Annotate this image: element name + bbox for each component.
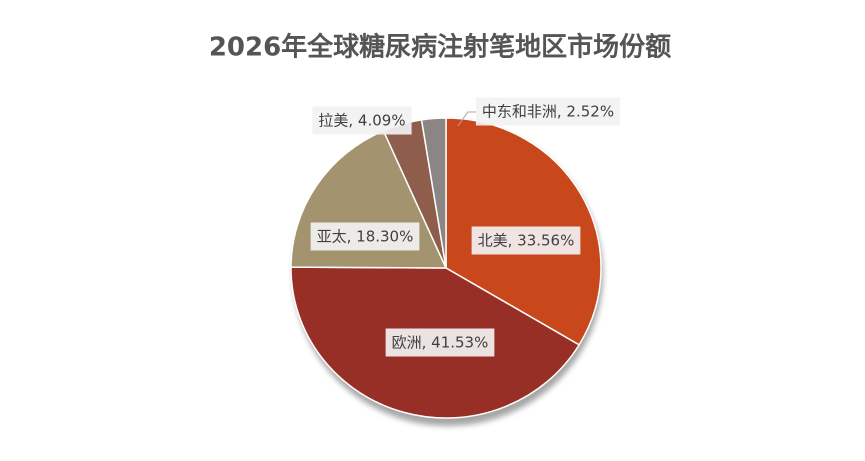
pie [290, 117, 602, 419]
label-box [471, 226, 581, 255]
data-label: 中东和非洲, 2.52% [482, 103, 614, 121]
label-box [385, 328, 495, 357]
leader-line [457, 111, 476, 127]
data-label: 北美, 33.56% [478, 232, 575, 250]
label-box [312, 106, 412, 135]
label-box [310, 222, 420, 251]
pie-slice [420, 117, 447, 269]
labels: 北美, 33.56% 欧洲, 41.53% 亚太, 18.30% 拉美, 4.09% 中… [310, 97, 621, 357]
data-label: 欧洲, 41.53% [392, 334, 489, 352]
data-label: 亚太, 18.30% [317, 228, 414, 246]
chart-title: 2026年全球糖尿病注射笔地区市场份额 [209, 32, 671, 63]
label-box [475, 97, 621, 126]
data-label: 拉美, 4.09% [318, 112, 405, 130]
